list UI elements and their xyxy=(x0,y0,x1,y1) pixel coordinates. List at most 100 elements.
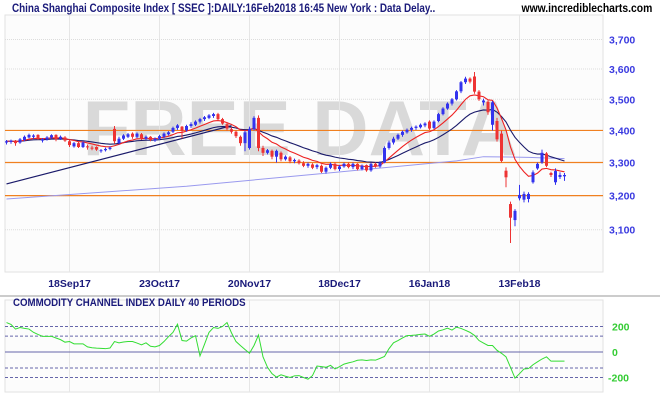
candle-body xyxy=(468,78,472,82)
candle xyxy=(266,148,269,155)
candle xyxy=(414,125,418,130)
candle xyxy=(464,76,467,85)
candle-body xyxy=(158,136,161,139)
candle-body xyxy=(86,146,89,148)
candle xyxy=(239,135,242,146)
candle xyxy=(41,138,44,143)
candle xyxy=(176,124,179,130)
candle xyxy=(347,162,350,169)
candle xyxy=(117,136,121,145)
candle-body xyxy=(198,119,202,122)
candle xyxy=(9,139,13,144)
candle-body xyxy=(234,131,238,137)
candle xyxy=(432,120,436,130)
website-link[interactable]: www.incrediblecharts.com xyxy=(521,3,652,15)
candle xyxy=(86,144,89,150)
candle xyxy=(401,130,404,137)
candle-body xyxy=(495,121,499,140)
candle xyxy=(135,132,139,139)
x-tick-label: 18Dec17 xyxy=(318,278,361,290)
candle xyxy=(198,117,202,124)
candle-body xyxy=(126,134,130,137)
candle-body xyxy=(392,138,395,143)
candle-body xyxy=(410,127,413,130)
x-tick-label: 16Jan18 xyxy=(409,278,451,290)
candle-body xyxy=(504,170,508,178)
candle-body xyxy=(5,141,8,143)
candle-body xyxy=(540,152,544,163)
candle-body xyxy=(491,102,494,125)
candle xyxy=(563,173,566,181)
y-tick-label: 3,300 xyxy=(609,158,635,170)
candle xyxy=(437,112,440,123)
cci-tick-label: 0 xyxy=(612,347,618,359)
candle-body xyxy=(23,136,26,140)
candle xyxy=(441,107,445,116)
candle xyxy=(212,112,215,118)
candle xyxy=(90,145,94,151)
y-tick-label: 3,600 xyxy=(609,64,635,76)
candle xyxy=(473,71,476,94)
candle xyxy=(279,151,283,162)
candle-body xyxy=(59,136,62,139)
candle xyxy=(383,146,386,164)
candle-body xyxy=(356,163,359,170)
candle xyxy=(72,141,76,148)
candle xyxy=(549,171,553,177)
candle-body xyxy=(9,140,13,142)
candle xyxy=(50,134,53,139)
candle-body xyxy=(338,166,341,170)
candle xyxy=(99,148,103,153)
candle-body xyxy=(144,136,148,139)
candle xyxy=(171,126,175,133)
candle-body xyxy=(306,163,310,166)
candle xyxy=(504,167,508,188)
y-tick-label: 3,500 xyxy=(609,94,635,106)
candle xyxy=(531,170,535,184)
candle xyxy=(207,114,211,120)
candle xyxy=(261,145,265,157)
candle-body xyxy=(374,163,377,167)
y-tick-label: 3,200 xyxy=(609,191,635,203)
candle xyxy=(302,161,305,168)
candle xyxy=(459,81,463,94)
candle xyxy=(500,130,503,163)
candle-body xyxy=(369,163,373,171)
candle-body xyxy=(153,138,157,141)
candle-body xyxy=(239,136,242,144)
candle xyxy=(14,139,17,146)
cci-panel-title: COMMODITY CHANNEL INDEX DAILY 40 PERIODS xyxy=(13,297,246,309)
candle-body xyxy=(284,156,287,160)
candle-body xyxy=(279,152,283,160)
candle-body xyxy=(302,163,305,166)
candle xyxy=(126,132,130,139)
candle-body xyxy=(149,136,152,140)
candle xyxy=(270,149,274,160)
candle-body xyxy=(509,204,512,218)
candle xyxy=(234,130,238,139)
candle-body xyxy=(347,163,350,168)
candle-body xyxy=(522,193,526,200)
candle-body xyxy=(288,157,292,162)
candle-body xyxy=(194,121,197,125)
candle-body xyxy=(104,148,107,151)
candle-body xyxy=(315,165,319,168)
candle-body xyxy=(423,123,427,126)
candle-body xyxy=(54,134,58,140)
candle xyxy=(468,77,472,84)
candle xyxy=(81,141,85,148)
candle-body xyxy=(459,82,463,92)
candle xyxy=(405,128,409,134)
candle-body xyxy=(189,124,193,127)
candle-body xyxy=(257,117,260,148)
candle-body xyxy=(63,137,67,141)
candle xyxy=(95,146,98,151)
candle xyxy=(248,126,251,150)
candle-body xyxy=(455,91,458,100)
candle-body xyxy=(18,139,22,143)
candle-body xyxy=(27,134,31,138)
candle-body xyxy=(261,147,265,153)
candle-body xyxy=(428,121,431,129)
candle xyxy=(153,137,157,142)
